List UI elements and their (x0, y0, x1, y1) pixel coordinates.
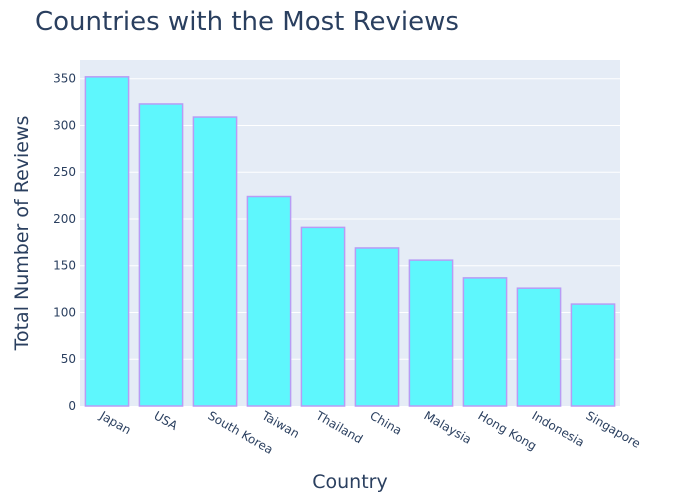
bar-usa[interactable] (138, 103, 184, 407)
y-tick-label: 0 (68, 399, 76, 413)
y-axis-title: Total Number of Reviews (11, 116, 33, 352)
chart-title: Countries with the Most Reviews (35, 7, 459, 37)
y-tick-label: 200 (53, 212, 76, 226)
x-tick-label: Hong Kong (476, 408, 540, 453)
bar-hong-kong[interactable] (462, 277, 508, 407)
x-tick-label: China (368, 408, 405, 437)
y-tick-label: 250 (53, 165, 76, 179)
x-tick-label: Taiwan (259, 408, 302, 441)
x-tick-label: Thailand (313, 408, 366, 446)
x-tick-label: Japan (97, 408, 134, 437)
y-tick-label: 100 (53, 305, 76, 319)
x-axis-title: Country (312, 471, 387, 493)
bars (84, 76, 616, 407)
bar-singapore[interactable] (570, 303, 616, 407)
y-tick-label: 350 (53, 72, 76, 86)
bar-china[interactable] (354, 247, 400, 407)
x-tick-label: Malaysia (422, 408, 474, 446)
y-axis-ticks: 0 50 100 150 200 250 300 350 (53, 72, 76, 413)
y-tick-label: 150 (53, 259, 76, 273)
bar-japan[interactable] (84, 76, 130, 407)
bar-south-korea[interactable] (192, 116, 238, 407)
x-tick-label: Indonesia (530, 408, 587, 449)
bar-indonesia[interactable] (516, 287, 562, 407)
x-tick-label: USA (152, 408, 181, 433)
bar-taiwan[interactable] (246, 195, 292, 407)
bar-malaysia[interactable] (408, 259, 454, 407)
bar-thailand[interactable] (300, 226, 346, 407)
x-tick-label: Singapore (584, 408, 643, 450)
y-tick-label: 300 (53, 118, 76, 132)
y-tick-label: 50 (61, 352, 76, 366)
